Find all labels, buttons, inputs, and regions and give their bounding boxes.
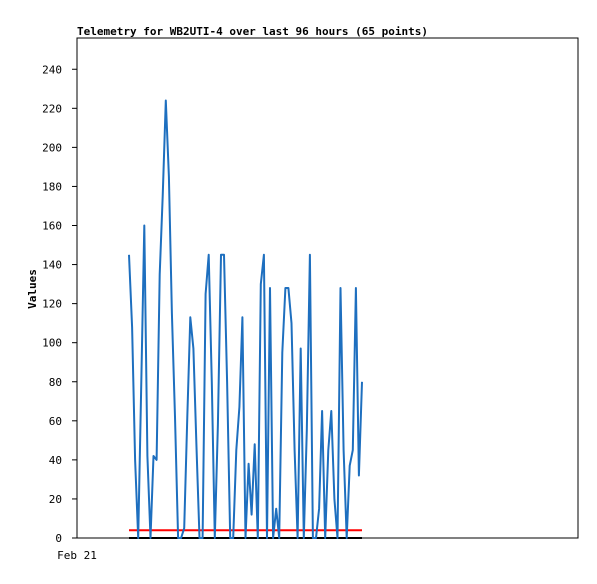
y-tick-label: 0 <box>55 532 62 545</box>
series-layer <box>128 99 363 539</box>
y-tick-label: 200 <box>42 141 62 154</box>
y-tick-label: 180 <box>42 180 62 193</box>
y-tick-label: 140 <box>42 259 62 272</box>
y-tick-label: 220 <box>42 102 62 115</box>
y-axis-label: Values <box>26 269 39 309</box>
y-tick-label: 100 <box>42 337 62 350</box>
series-line-blue <box>128 99 363 539</box>
x-tick-label: Feb 21 <box>57 549 97 562</box>
y-axis-ticks: 0 20 40 60 80 100 120 140 160 180 200 220 240 <box>42 63 77 545</box>
y-tick-label: 240 <box>42 63 62 76</box>
y-tick-label: 120 <box>42 298 62 311</box>
y-tick-label: 20 <box>49 493 62 506</box>
y-tick-label: 80 <box>49 376 62 389</box>
y-tick-label: 160 <box>42 220 62 233</box>
x-axis-ticks: Feb 21 <box>57 549 97 562</box>
chart-title: Telemetry for WB2UTI-4 over last 96 hour… <box>77 25 428 38</box>
y-tick-label: 40 <box>49 454 62 467</box>
y-tick-label: 60 <box>49 415 62 428</box>
